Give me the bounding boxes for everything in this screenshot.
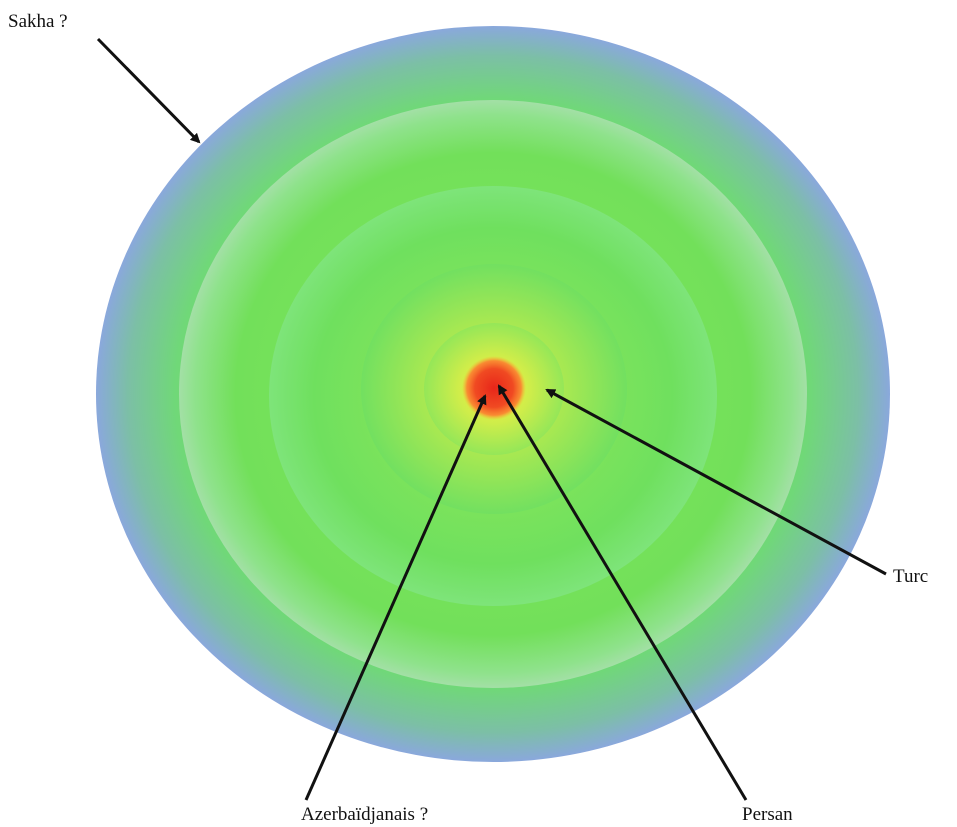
arrow-turc	[545, 388, 887, 576]
arrow-azeri	[304, 394, 487, 801]
label-azerbaidjanais: Azerbaïdjanais ?	[301, 804, 429, 825]
arrow-persan	[497, 384, 748, 801]
label-sakha: Sakha ?	[8, 11, 68, 32]
label-persan: Persan	[742, 804, 793, 825]
core-center	[462, 356, 526, 420]
label-turc: Turc	[893, 566, 929, 587]
arrow-sakha	[96, 37, 201, 144]
